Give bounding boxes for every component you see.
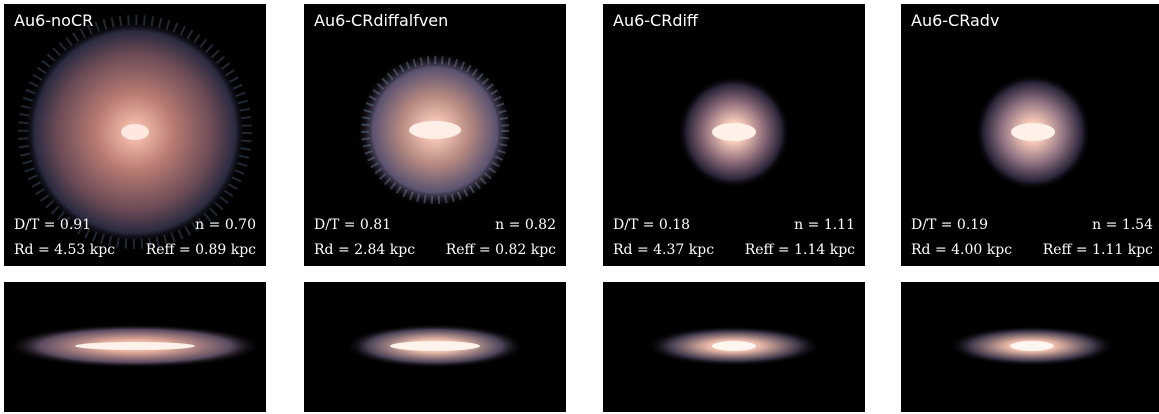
disc-scale-length: Rd = 2.84 kpc bbox=[314, 242, 416, 258]
galaxy-face-on-image bbox=[357, 52, 513, 208]
disc-to-total-ratio: D/T = 0.19 bbox=[911, 217, 989, 233]
panel-title: Au6-CRdiff bbox=[613, 11, 698, 30]
edge-on-panel-au6-nocr bbox=[4, 282, 266, 412]
edge-on-panel-au6-crdiff bbox=[603, 282, 865, 412]
sersic-index: n = 0.70 bbox=[195, 217, 256, 233]
panel-title: Au6-CRadv bbox=[911, 11, 1000, 30]
face-on-panel-au6-crdiff: Au6-CRdiff D/T = 0.18 n = 1.11 Rd = 4.37… bbox=[603, 4, 865, 266]
disc-to-total-ratio: D/T = 0.91 bbox=[14, 217, 92, 233]
panel-title: Au6-CRdiffalfven bbox=[314, 11, 449, 30]
panel-title: Au6-noCR bbox=[14, 11, 94, 30]
disc-scale-length: Rd = 4.00 kpc bbox=[911, 242, 1013, 258]
galaxy-face-on-image bbox=[678, 76, 790, 188]
sersic-index: n = 1.54 bbox=[1092, 217, 1153, 233]
galaxy-face-on-image bbox=[18, 15, 252, 249]
effective-radius: Reff = 1.14 kpc bbox=[744, 242, 855, 258]
sersic-index: n = 0.82 bbox=[495, 217, 556, 233]
galaxy-edge-on-image bbox=[646, 326, 822, 366]
sersic-index: n = 1.11 bbox=[794, 217, 855, 233]
disc-to-total-ratio: D/T = 0.18 bbox=[613, 217, 691, 233]
galaxy-edge-on-image bbox=[948, 326, 1116, 366]
edge-on-panel-au6-crdiffalfven bbox=[304, 282, 566, 412]
effective-radius: Reff = 0.82 kpc bbox=[445, 242, 556, 258]
disc-to-total-ratio: D/T = 0.81 bbox=[314, 217, 392, 233]
face-on-panel-au6-crdiffalfven: Au6-CRdiffalfven D/T = 0.81 n = 0.82 Rd … bbox=[304, 4, 566, 266]
face-on-panel-au6-cradv: Au6-CRadv D/T = 0.19 n = 1.54 Rd = 4.00 … bbox=[901, 4, 1159, 266]
effective-radius: Reff = 1.11 kpc bbox=[1042, 242, 1153, 258]
galaxy-edge-on-image bbox=[7, 324, 263, 368]
face-on-panel-au6-nocr: Au6-noCR D/T = 0.91 n = 0.70 Rd = 4.53 k… bbox=[4, 4, 266, 266]
disc-scale-length: Rd = 4.53 kpc bbox=[14, 242, 116, 258]
galaxy-face-on-image bbox=[975, 74, 1091, 190]
galaxy-edge-on-image bbox=[345, 324, 525, 368]
effective-radius: Reff = 0.89 kpc bbox=[145, 242, 256, 258]
edge-on-panel-au6-cradv bbox=[901, 282, 1159, 412]
disc-scale-length: Rd = 4.37 kpc bbox=[613, 242, 715, 258]
